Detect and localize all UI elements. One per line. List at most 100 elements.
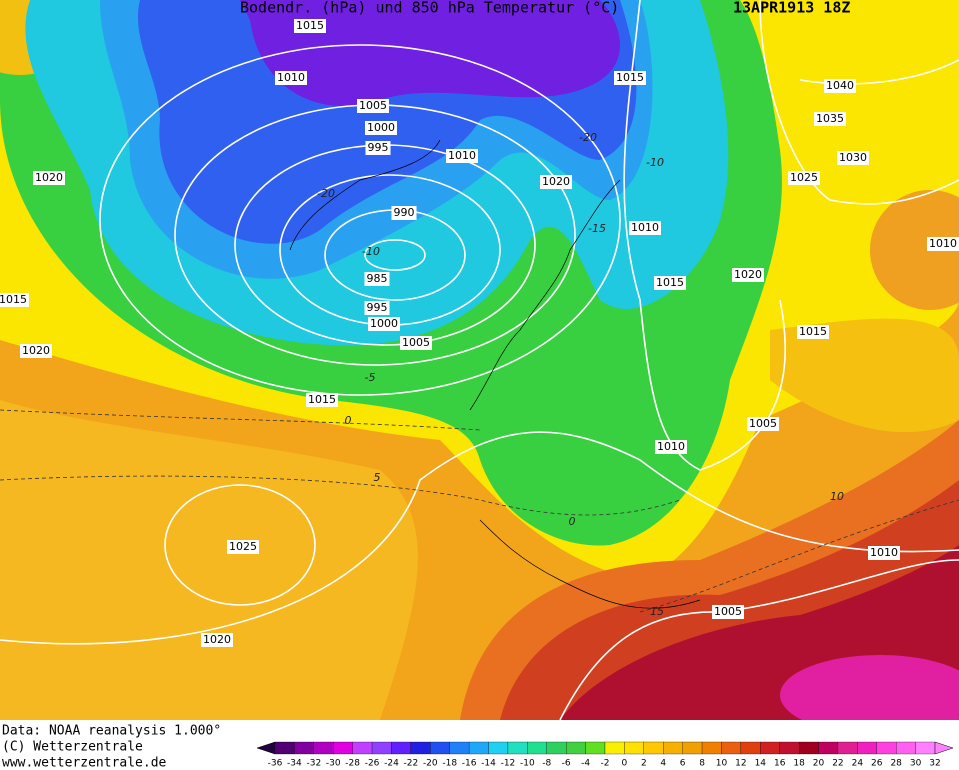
isobar-label: 1010 bbox=[277, 71, 305, 84]
temperature-label: -15 bbox=[588, 222, 606, 235]
colorbar-tick-label: -2 bbox=[601, 759, 610, 769]
isobar-label: 1005 bbox=[402, 336, 430, 349]
isobar-label-box bbox=[391, 206, 417, 220]
isobar-label-box bbox=[357, 99, 389, 113]
isobar-label-box bbox=[365, 121, 397, 135]
isobar-label: 1020 bbox=[35, 171, 63, 184]
colorbar-segment bbox=[798, 741, 819, 755]
isobar-label-box bbox=[629, 221, 661, 235]
isobar-label-box bbox=[400, 336, 432, 350]
colorbar-tick-label: 6 bbox=[680, 759, 686, 769]
colorbar-segment bbox=[857, 741, 877, 755]
colorbar-tick-label: 10 bbox=[716, 759, 728, 769]
colorbar: -36 -34 -32 -30 -28 -26 -24 -22 -20 -18 -16 -14 -12-… bbox=[256, 741, 954, 769]
colorbar-segment bbox=[274, 741, 295, 755]
temperature-label: 0 bbox=[569, 515, 576, 528]
colorbar-segment bbox=[624, 741, 644, 755]
colorbar-segment bbox=[604, 741, 625, 755]
temperature-label: 5 bbox=[374, 471, 381, 484]
isobar-label-box bbox=[20, 344, 52, 358]
colorbar-segment bbox=[488, 741, 509, 755]
map bbox=[0, 0, 959, 735]
colorbar-tick-label: 24 bbox=[852, 759, 864, 769]
colorbar-tick-label: -6 bbox=[562, 759, 571, 769]
colorbar-segment bbox=[410, 741, 431, 755]
colorbar-segment bbox=[333, 741, 353, 755]
colorbar-tick-label: 18 bbox=[793, 759, 805, 769]
website: www.wetterzentrale.de bbox=[2, 756, 167, 770]
isobar-label: 1015 bbox=[0, 293, 27, 306]
isobar-label-box bbox=[446, 149, 478, 163]
isobar-label-box bbox=[364, 272, 390, 286]
colorbar-tick-label: -16 bbox=[462, 759, 477, 769]
colorbar-segment bbox=[527, 741, 547, 755]
colorbar-tick-label: 8 bbox=[699, 759, 705, 769]
isobar-label: 1000 bbox=[367, 121, 395, 134]
isobar-label-box bbox=[797, 325, 829, 339]
isobar-label: 1015 bbox=[616, 71, 644, 84]
isobar-label: 1025 bbox=[229, 540, 257, 553]
isobar-label: 1010 bbox=[657, 440, 685, 453]
isobar-label-box bbox=[275, 71, 307, 85]
colorbar-tick-label: 20 bbox=[813, 759, 825, 769]
isobar-label-box bbox=[732, 268, 764, 282]
colorbar-segment bbox=[507, 741, 528, 755]
isobar-label-box bbox=[655, 440, 687, 454]
isobar-label: 1030 bbox=[839, 151, 867, 164]
temperature-label: -10 bbox=[646, 156, 664, 169]
colorbar-tick-label: -30 bbox=[326, 759, 341, 769]
colorbar-tick-label: 26 bbox=[871, 759, 883, 769]
colorbar-segment bbox=[643, 741, 664, 755]
isobar-label-box bbox=[747, 417, 779, 431]
colorbar-segment bbox=[391, 741, 412, 755]
colorbar-tick-label: 28 bbox=[890, 759, 902, 769]
warm-area bbox=[0, 400, 418, 720]
colorbar-tick-label: -12 bbox=[501, 759, 516, 769]
isobar-label: 1015 bbox=[308, 393, 336, 406]
isobar-label: 1010 bbox=[929, 237, 957, 250]
isobar-label: 1005 bbox=[749, 417, 777, 430]
colorbar-segment bbox=[682, 741, 703, 755]
isobar-label: 1015 bbox=[656, 276, 684, 289]
isobar-label-box bbox=[294, 19, 326, 33]
isobar-label: 1040 bbox=[826, 79, 854, 92]
isobar-label: 1025 bbox=[790, 171, 818, 184]
isobar-label: 1010 bbox=[448, 149, 476, 162]
colorbar-segment bbox=[371, 741, 392, 755]
isobar-label: 990 bbox=[394, 206, 415, 219]
colorbar-segment bbox=[294, 741, 314, 755]
map-date: 13APR1913 18Z bbox=[733, 0, 850, 17]
isobar-label-box bbox=[33, 171, 65, 185]
colorbar-segment bbox=[896, 741, 916, 755]
colorbar-tick-label: 12 bbox=[735, 759, 746, 769]
colorbar-segment bbox=[566, 741, 586, 755]
isobar-label: 1005 bbox=[359, 99, 387, 112]
isobar-label-box bbox=[814, 112, 846, 126]
colorbar-tick-label: 32 bbox=[929, 759, 940, 769]
colorbar-segment bbox=[760, 741, 780, 755]
colorbar-tick-label: -10 bbox=[520, 759, 535, 769]
isobar-label-box bbox=[0, 293, 29, 307]
map-title: Bodendr. (hPa) und 850 hPa Temperatur (°… bbox=[240, 0, 619, 17]
isobar-label: 1010 bbox=[870, 546, 898, 559]
isobar-label-box bbox=[614, 71, 646, 85]
isobar-label: 1015 bbox=[296, 19, 324, 32]
colorbar-tick-label: -20 bbox=[423, 759, 438, 769]
isobar-label-box bbox=[868, 546, 900, 560]
isobar-label-box bbox=[712, 605, 744, 619]
colorbar-tick-label: -32 bbox=[306, 759, 321, 769]
colorbar-segment bbox=[876, 741, 897, 755]
colorbar-tick-label: 16 bbox=[774, 759, 786, 769]
colorbar-segment bbox=[313, 741, 334, 755]
temperature-contours bbox=[0, 409, 959, 613]
isobar-label: 985 bbox=[367, 272, 388, 285]
temperature-label: -20 bbox=[317, 187, 335, 200]
temperature-label: -5 bbox=[365, 371, 376, 384]
colorbar-segment bbox=[837, 741, 858, 755]
isobar-label-box bbox=[227, 540, 259, 554]
isobar-label: 1010 bbox=[631, 221, 659, 234]
isobar-label: 1005 bbox=[714, 605, 742, 618]
colorbar-tick-label: -14 bbox=[481, 759, 496, 769]
isobar-label-box bbox=[837, 151, 869, 165]
